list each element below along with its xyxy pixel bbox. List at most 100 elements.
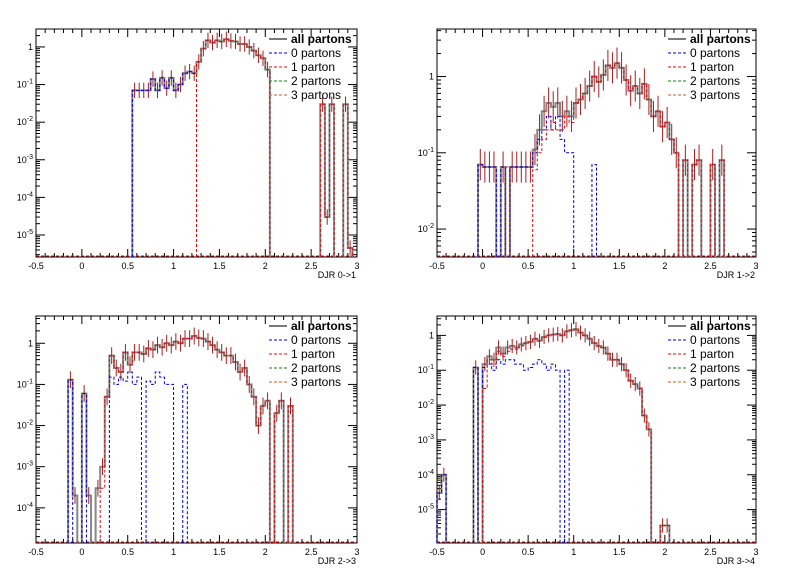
y-tick-label: 1 xyxy=(429,330,434,340)
x-axis: -0.5 0 0.5 1 1.5 2 2.5 3 xyxy=(429,316,759,557)
legend-entry: 3 partons xyxy=(291,88,341,102)
legend-entry: 2 partons xyxy=(291,74,341,88)
series-p0 xyxy=(67,371,188,543)
x-tick-label: 1 xyxy=(571,547,576,557)
x-tick-label: 0 xyxy=(79,547,84,557)
y-tick-label: 10-2 xyxy=(418,223,434,234)
x-tick-label: 3 xyxy=(753,261,758,271)
y-tick-label: 10-4 xyxy=(418,469,434,480)
x-tick-label: 3 xyxy=(354,547,359,557)
x-tick-label: 0 xyxy=(480,547,485,557)
x-tick-label: 1.5 xyxy=(613,547,626,557)
legend-entry: 0 partons xyxy=(690,46,740,60)
x-tick-label: 1 xyxy=(171,547,176,557)
y-tick-label: 10-2 xyxy=(418,399,434,410)
x-tick-label: 0.5 xyxy=(522,261,535,271)
x-tick-label: 2 xyxy=(662,547,667,557)
x-tick-label: 2.5 xyxy=(704,547,717,557)
x-axis-label: DJR 1->2 xyxy=(717,270,755,280)
legend-entry: all partons xyxy=(690,32,751,46)
x-tick-label: 3 xyxy=(753,547,758,557)
series-p0 xyxy=(477,115,597,257)
series-p0 xyxy=(436,359,570,543)
y-axis: 10-5 10-4 10-3 10-2 10-1 1 xyxy=(418,318,756,535)
series-p0 xyxy=(131,71,197,257)
x-axis-label: DJR 0->1 xyxy=(318,270,356,280)
y-tick-label: 10-1 xyxy=(17,79,33,90)
y-tick-label: 10-2 xyxy=(17,116,33,127)
x-tick-label: 0.5 xyxy=(522,547,535,557)
error-bars xyxy=(69,327,292,504)
y-tick-label: 1 xyxy=(429,72,434,82)
y-tick-label: 10-1 xyxy=(418,364,434,375)
x-axis: -0.5 0 0.5 1 1.5 2 2.5 3 xyxy=(28,29,360,271)
y-tick-label: 10-2 xyxy=(17,420,33,431)
series-p1 xyxy=(196,38,353,257)
series-p1 xyxy=(504,62,725,257)
legend-entry: 0 partons xyxy=(690,333,740,347)
x-tick-label: 0.5 xyxy=(121,547,134,557)
x-tick-label: -0.5 xyxy=(28,261,44,271)
x-tick-label: 2 xyxy=(662,261,667,271)
legend-entry: 1 parton xyxy=(291,347,335,361)
y-tick-label: 10-3 xyxy=(17,461,33,472)
x-tick-label: -0.5 xyxy=(28,547,44,557)
x-tick-label: 2 xyxy=(263,261,268,271)
x-tick-label: 1 xyxy=(171,261,176,271)
x-tick-label: 1.5 xyxy=(613,261,626,271)
legend-entry: 1 parton xyxy=(690,347,734,361)
x-axis-label: DJR 3->4 xyxy=(717,556,755,566)
legend-entry: 3 partons xyxy=(690,375,740,389)
x-axis: -0.5 0 0.5 1 1.5 2 2.5 3 xyxy=(429,29,759,271)
x-axis-label: DJR 2->3 xyxy=(318,556,356,566)
x-tick-label: 2.5 xyxy=(704,261,717,271)
y-tick-label: 10-1 xyxy=(418,147,434,158)
legend-entry: 2 partons xyxy=(690,74,740,88)
y-tick-label: 10-1 xyxy=(17,378,33,389)
legend-entry: 0 partons xyxy=(291,333,341,347)
legend-entry: 3 partons xyxy=(690,88,740,102)
legend-entry: 0 partons xyxy=(291,46,341,60)
y-axis: 10-2 10-1 1 xyxy=(418,30,756,253)
legend-entry: 1 parton xyxy=(291,60,335,74)
y-tick-label: 10-5 xyxy=(17,229,33,240)
x-tick-label: 3 xyxy=(354,261,359,271)
y-tick-label: 10-4 xyxy=(17,191,33,202)
legend-entry: all partons xyxy=(291,319,352,333)
legend-entry: 3 partons xyxy=(291,375,341,389)
legend-entry: 1 parton xyxy=(690,60,734,74)
legend-entry: all partons xyxy=(690,319,751,333)
x-tick-label: 2 xyxy=(263,547,268,557)
y-tick-label: 10-3 xyxy=(418,434,434,445)
series-p1 xyxy=(482,328,670,543)
series-all xyxy=(67,335,294,543)
x-tick-label: -0.5 xyxy=(429,261,445,271)
error-bars xyxy=(479,47,723,183)
y-tick-label: 10-4 xyxy=(17,502,33,513)
y-tick-label: 10-3 xyxy=(17,154,33,165)
series-p1 xyxy=(99,335,294,543)
series-all xyxy=(436,328,671,543)
legend-entry: 2 partons xyxy=(291,361,341,375)
legend-entry: all partons xyxy=(291,32,352,46)
x-tick-label: 1.5 xyxy=(213,547,226,557)
y-tick-label: 1 xyxy=(28,338,33,348)
x-tick-label: 0 xyxy=(79,261,84,271)
x-tick-label: 2.5 xyxy=(305,261,318,271)
y-axis: 10-5 10-4 10-3 10-2 10-1 1 xyxy=(17,28,357,256)
x-tick-label: 0.5 xyxy=(121,261,134,271)
legend-entry: 2 partons xyxy=(690,361,740,375)
y-tick-label: 10-5 xyxy=(418,504,434,515)
x-tick-label: 2.5 xyxy=(305,547,318,557)
x-tick-label: 1.5 xyxy=(213,261,226,271)
plot-frame xyxy=(436,28,757,258)
